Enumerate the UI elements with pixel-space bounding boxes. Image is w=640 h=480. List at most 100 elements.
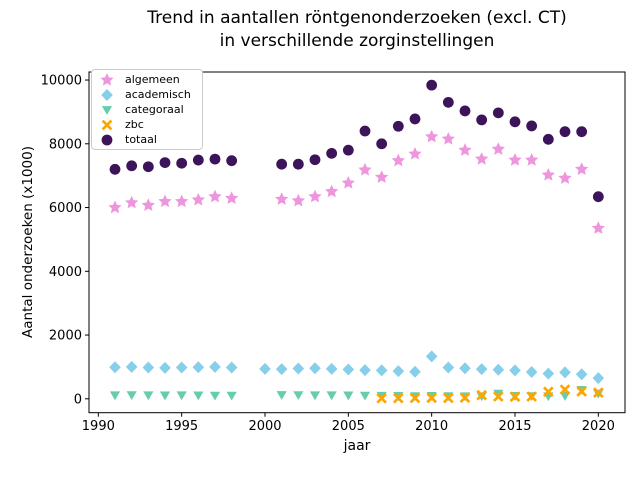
legend-item-algemeen: algemeen xyxy=(97,72,198,87)
y-tick-label: 10000 xyxy=(41,74,82,89)
point-totaal-2016 xyxy=(526,120,538,132)
point-totaal-2008 xyxy=(392,120,404,132)
legend-glyph-zbc xyxy=(101,119,113,130)
point-categoraal-2001 xyxy=(276,391,287,400)
point-academisch-2004 xyxy=(325,362,338,375)
point-totaal-2018 xyxy=(559,126,571,138)
point-algemeen-2006 xyxy=(358,162,372,176)
point-totaal-1993 xyxy=(142,161,154,173)
point-algemeen-2003 xyxy=(308,189,322,203)
point-academisch-2013 xyxy=(475,363,488,376)
point-categoraal-1994 xyxy=(159,391,171,401)
point-algemeen-2010 xyxy=(425,129,439,143)
point-academisch-2007 xyxy=(375,364,388,377)
point-zbc-2011 xyxy=(442,392,454,404)
point-algemeen-2012 xyxy=(458,143,472,156)
point-zbc-2019 xyxy=(576,386,588,397)
point-academisch-1992 xyxy=(125,360,138,373)
x-tick-label: 1990 xyxy=(82,419,115,434)
x-tick-label: 2010 xyxy=(415,419,448,434)
point-categoraal-2005 xyxy=(343,391,354,401)
y-tick-label: 4000 xyxy=(49,265,82,280)
point-totaal-2002 xyxy=(292,158,304,170)
y-tick-label: 0 xyxy=(74,392,82,407)
series-algemeen xyxy=(108,129,605,234)
point-algemeen-1996 xyxy=(191,192,205,206)
point-academisch-1994 xyxy=(159,361,171,374)
point-algemeen-2011 xyxy=(441,132,455,145)
point-categoraal-1991 xyxy=(109,391,121,401)
point-totaal-2006 xyxy=(359,125,371,137)
legend-glyph-totaal xyxy=(101,134,113,145)
legend-glyph-academisch xyxy=(101,88,113,101)
point-totaal-1992 xyxy=(126,160,138,172)
point-totaal-1997 xyxy=(209,153,221,165)
point-zbc-2008 xyxy=(392,392,404,404)
point-algemeen-2013 xyxy=(475,152,489,165)
point-academisch-2002 xyxy=(292,362,305,375)
point-academisch-1993 xyxy=(142,361,155,374)
point-categoraal-2003 xyxy=(309,391,321,401)
point-totaal-2012 xyxy=(459,105,471,117)
legend-label: categoraal xyxy=(125,103,184,116)
point-zbc-2017 xyxy=(542,386,554,398)
point-zbc-2020 xyxy=(592,387,604,398)
point-totaal-2005 xyxy=(342,144,354,156)
point-totaal-1996 xyxy=(192,154,204,166)
point-academisch-2003 xyxy=(309,362,321,375)
point-zbc-2015 xyxy=(509,391,521,403)
y-tick-label: 2000 xyxy=(49,329,82,344)
point-academisch-2011 xyxy=(442,361,455,374)
point-academisch-2019 xyxy=(575,368,588,381)
point-algemeen-2016 xyxy=(525,153,539,166)
chart-title-line1: Trend in aantallen röntgenonderzoeken (e… xyxy=(147,8,567,28)
point-algemeen-2007 xyxy=(375,170,389,183)
point-totaal-2011 xyxy=(442,96,454,108)
point-algemeen-1997 xyxy=(208,189,222,203)
point-academisch-2000 xyxy=(259,362,271,375)
legend-label: totaal xyxy=(125,133,157,146)
x-tick-label: 1995 xyxy=(165,419,198,434)
point-algemeen-2001 xyxy=(275,192,289,205)
x-tick-label: 2005 xyxy=(332,419,365,434)
point-algemeen-1992 xyxy=(125,195,139,209)
point-categoraal-2002 xyxy=(293,391,304,401)
point-categoraal-2004 xyxy=(326,391,337,401)
legend-marker-star-icon xyxy=(100,72,114,86)
point-categoraal-1998 xyxy=(226,391,237,401)
point-zbc-2016 xyxy=(526,391,538,402)
y-tick-label: 6000 xyxy=(49,201,82,216)
point-totaal-2014 xyxy=(492,107,504,119)
point-totaal-2020 xyxy=(592,191,604,203)
point-categoraal-1992 xyxy=(126,391,137,401)
legend-item-totaal: totaal xyxy=(97,133,198,147)
point-categoraal-2018 xyxy=(559,392,571,401)
point-algemeen-2018 xyxy=(558,171,572,184)
point-totaal-2001 xyxy=(276,158,288,170)
point-totaal-1994 xyxy=(159,157,171,168)
point-algemeen-2008 xyxy=(391,153,405,167)
point-academisch-2012 xyxy=(459,362,471,375)
point-academisch-2018 xyxy=(559,366,571,379)
legend-item-academisch: academisch xyxy=(97,88,198,102)
series-totaal xyxy=(109,79,604,203)
point-totaal-1995 xyxy=(176,157,188,169)
point-academisch-2020 xyxy=(592,372,605,385)
point-academisch-2014 xyxy=(492,363,505,376)
point-totaal-2019 xyxy=(576,126,588,138)
point-categoraal-1997 xyxy=(209,391,221,401)
point-totaal-2015 xyxy=(509,116,521,128)
legend-label: zbc xyxy=(125,118,144,131)
legend: algemeen academisch categoraal zbc totaa… xyxy=(91,69,203,150)
point-academisch-2006 xyxy=(359,364,371,377)
point-academisch-1991 xyxy=(109,361,121,374)
point-academisch-1998 xyxy=(225,361,238,374)
point-totaal-2007 xyxy=(376,138,388,150)
point-algemeen-2005 xyxy=(341,175,355,189)
point-academisch-2005 xyxy=(342,363,355,376)
series-academisch xyxy=(109,350,605,385)
point-academisch-1995 xyxy=(175,361,188,374)
point-zbc-2009 xyxy=(409,392,421,404)
point-zbc-2014 xyxy=(492,391,504,402)
